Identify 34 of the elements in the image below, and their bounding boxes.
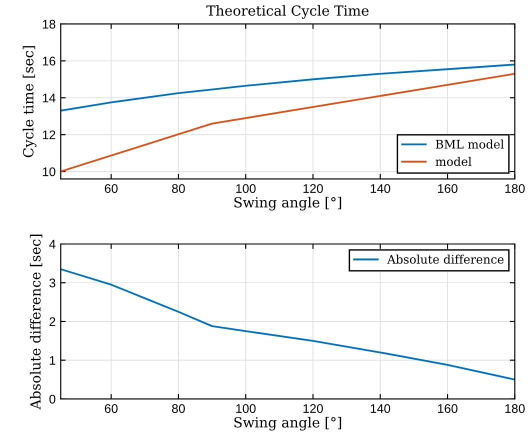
y-tick-label: 0 [49, 394, 56, 404]
x-tick-label: 120 [304, 404, 323, 413]
y-tick-label: 4 [49, 240, 56, 249]
y-axis-title: Cycle time [sec] [22, 46, 36, 158]
x-tick-label: 60 [104, 184, 118, 193]
x-tick-label: 100 [236, 404, 256, 413]
y-tick-label: 1 [50, 356, 56, 365]
line-series [60, 64, 515, 112]
y-tick-label: 10 [42, 167, 56, 176]
x-tick-label: 100 [236, 184, 256, 193]
x-tick-label: 140 [370, 184, 390, 193]
chart-title: Theoretical Cycle Time [206, 5, 369, 19]
x-tick-label: 180 [505, 184, 525, 193]
y-tick-label: 14 [42, 94, 56, 102]
x-axis-title: Swing angle [°] [234, 416, 342, 430]
y-tick-label: 2 [50, 317, 56, 326]
x-tick-label: 160 [438, 184, 458, 193]
y-tick-label: 12 [42, 130, 56, 140]
x-tick-label: 80 [172, 404, 185, 413]
x-axis-title: Swing angle [°] [234, 196, 342, 210]
y-tick-label: 16 [42, 56, 56, 66]
legend-label: model [436, 156, 472, 166]
x-tick-label: 180 [505, 404, 525, 413]
legend-label: BML model [436, 140, 504, 149]
x-tick-label: 160 [438, 404, 458, 413]
y-axis-title: Absolute difference [sec] [30, 234, 42, 410]
x-tick-label: 120 [304, 184, 323, 193]
x-tick-label: 60 [104, 404, 118, 413]
legend-label: Absolute difference [387, 254, 504, 264]
y-tick-label: 3 [49, 278, 56, 288]
x-tick-label: 80 [172, 184, 185, 193]
line-series [60, 268, 515, 380]
y-tick-label: 18 [42, 20, 56, 29]
x-tick-label: 140 [370, 404, 390, 413]
